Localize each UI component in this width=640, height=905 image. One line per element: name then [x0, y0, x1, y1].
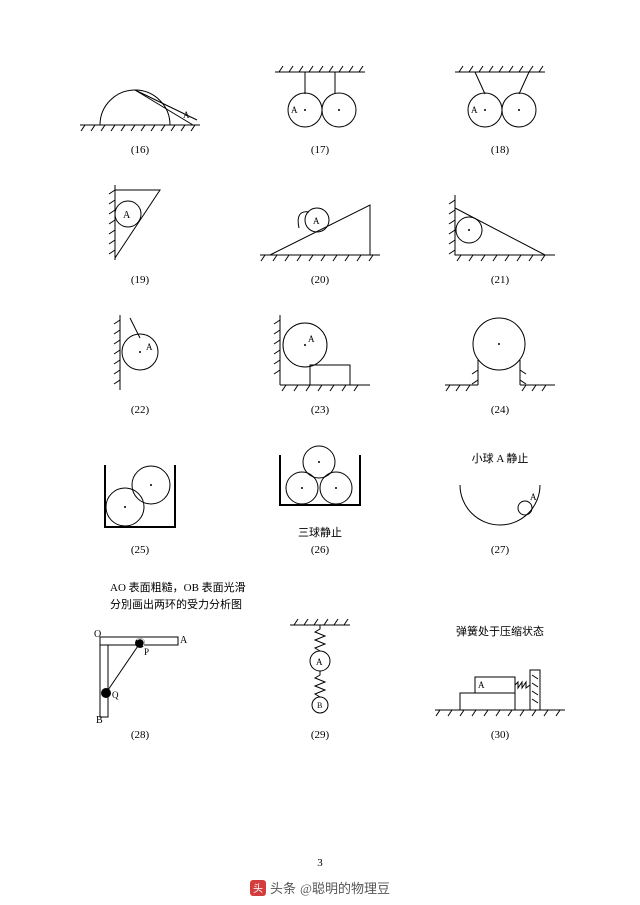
figure-22: A (22) — [60, 310, 220, 416]
caption-16: (16) — [131, 144, 149, 156]
footer-prefix: 头条 — [270, 878, 296, 897]
caption-26: (26) — [311, 544, 329, 556]
figure-26: 三球静止 (26) — [240, 440, 400, 556]
label-a: A — [478, 680, 485, 690]
label-a: A — [291, 105, 298, 115]
label-a: A — [183, 110, 190, 120]
label-A: A — [180, 635, 188, 646]
row-5: O A B P Q (28) A B (29) 弹簧处于压缩状态 — [50, 615, 590, 741]
label-a: A — [471, 105, 478, 115]
caption-24: (24) — [491, 404, 509, 416]
label-A: A — [316, 657, 323, 667]
figure-18: A (18) — [420, 60, 580, 156]
diagram-22: A — [90, 310, 190, 400]
worksheet-page: A (16) A (17) — [0, 0, 640, 785]
figure-24: (24) — [420, 310, 580, 416]
figure-16: A (16) — [60, 70, 220, 156]
label-a: A — [308, 334, 315, 344]
diagram-26 — [265, 440, 375, 520]
note-28-line1: AO 表面粗糙，OB 表面光滑 — [110, 580, 590, 597]
label-B: B — [96, 715, 103, 725]
caption-21: (21) — [491, 274, 509, 286]
label-a: A — [123, 210, 131, 221]
figure-27: 小球 A 静止 A (27) — [420, 446, 580, 556]
diagram-17: A — [265, 60, 375, 140]
caption-30: (30) — [491, 729, 509, 741]
footer-handle: @聪明的物理豆 — [300, 878, 390, 897]
figure-25: (25) — [60, 455, 220, 556]
row-4: (25) 三球静止 (26) 小球 A 静止 A (27) — [50, 440, 590, 556]
figure-21: (21) — [420, 190, 580, 286]
caption-28: (28) — [131, 729, 149, 741]
diagram-28: O A B P Q — [80, 625, 200, 725]
label-a: A — [146, 342, 153, 352]
diagram-21 — [435, 190, 565, 270]
label-O: O — [94, 629, 101, 640]
diagram-30: A — [430, 645, 570, 725]
label-Q: Q — [112, 690, 119, 700]
figure-29: A B (29) — [240, 615, 400, 741]
note-28-line2: 分別画出两环的受力分析图 — [110, 597, 590, 614]
diagram-18: A — [445, 60, 555, 140]
figure-19: A (19) — [60, 180, 220, 286]
label-P: P — [144, 647, 149, 657]
caption-19: (19) — [131, 274, 149, 286]
label-a: A — [530, 492, 537, 502]
page-number: 3 — [0, 857, 640, 869]
caption-17: (17) — [311, 144, 329, 156]
label-B: B — [317, 701, 322, 710]
caption-25: (25) — [131, 544, 149, 556]
diagram-25 — [85, 455, 195, 540]
diagram-23: A — [260, 310, 380, 400]
figure-20: A (20) — [240, 190, 400, 286]
sub-26: 三球静止 — [298, 524, 342, 540]
caption-29: (29) — [311, 729, 329, 741]
title-27: 小球 A 静止 — [472, 450, 529, 466]
title-30: 弹簧处于压缩状态 — [456, 623, 544, 639]
diagram-29: A B — [280, 615, 360, 725]
row-1: A (16) A (17) — [50, 60, 590, 156]
diagram-27: A — [445, 470, 555, 540]
row-2: A (19) A (20) — [50, 180, 590, 286]
footer: 头 头条 @聪明的物理豆 — [0, 878, 640, 897]
caption-23: (23) — [311, 404, 329, 416]
figure-30: 弹簧处于压缩状态 A (30) — [420, 619, 580, 741]
diagram-19: A — [90, 180, 190, 270]
caption-18: (18) — [491, 144, 509, 156]
caption-27: (27) — [491, 544, 509, 556]
figure-28: O A B P Q (28) — [60, 625, 220, 741]
note-28: AO 表面粗糙，OB 表面光滑 分別画出两环的受力分析图 — [110, 580, 590, 613]
figure-17: A (17) — [240, 60, 400, 156]
diagram-24 — [440, 310, 560, 400]
toutiao-logo-icon: 头 — [250, 880, 266, 896]
row-3: A (22) A (23) — [50, 310, 590, 416]
label-a: A — [313, 216, 320, 226]
figure-23: A (23) — [240, 310, 400, 416]
diagram-16: A — [75, 70, 205, 140]
caption-20: (20) — [311, 274, 329, 286]
diagram-20: A — [255, 190, 385, 270]
caption-22: (22) — [131, 404, 149, 416]
